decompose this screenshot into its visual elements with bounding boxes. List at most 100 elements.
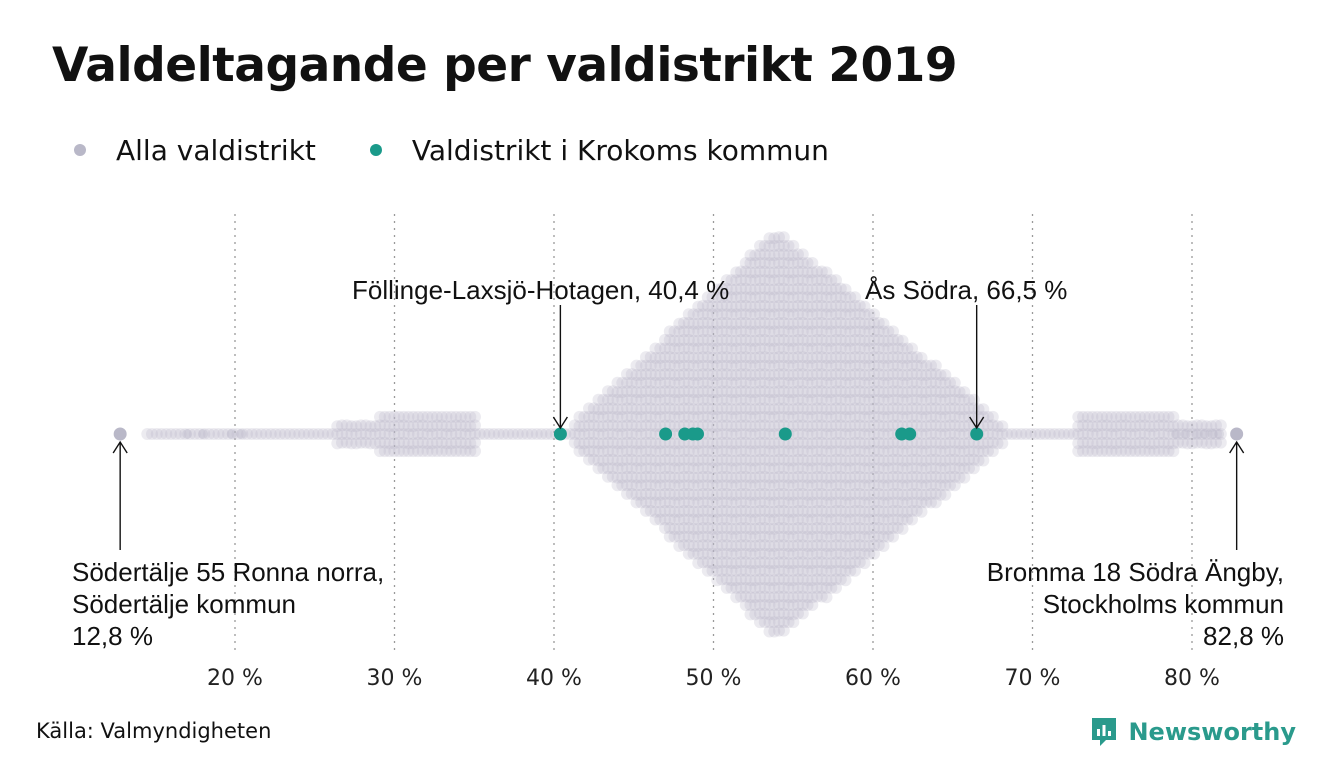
district-point — [754, 291, 766, 304]
district-point — [792, 316, 804, 329]
district-point — [792, 419, 804, 432]
district-point — [735, 308, 747, 321]
district-point — [716, 564, 728, 577]
district-point — [687, 393, 700, 406]
district-point — [739, 342, 752, 355]
district-point — [744, 479, 757, 492]
district-point — [820, 376, 833, 389]
district-point — [849, 539, 861, 552]
district-point — [811, 470, 823, 483]
district-point — [830, 470, 842, 483]
district-point — [763, 574, 776, 587]
district-point — [431, 428, 443, 440]
district-point — [587, 419, 600, 432]
district-point — [697, 556, 709, 569]
district-point — [739, 351, 752, 364]
district-point — [844, 386, 857, 399]
district-point — [673, 496, 686, 509]
district-point — [768, 540, 781, 552]
district-point — [635, 420, 648, 433]
district-point — [830, 410, 842, 423]
district-point — [412, 410, 424, 423]
district-point — [625, 445, 638, 458]
district-point — [730, 437, 743, 450]
district-point — [820, 462, 833, 475]
district-point — [768, 445, 781, 458]
district-point — [687, 359, 700, 372]
district-point — [796, 316, 809, 329]
district-point — [668, 369, 681, 381]
district-point — [763, 410, 776, 423]
district-point — [773, 530, 785, 543]
district-point — [706, 530, 719, 543]
district-point — [820, 574, 833, 587]
district-point — [350, 428, 363, 440]
district-point — [801, 420, 814, 433]
district-point — [834, 308, 847, 321]
district-point — [792, 556, 804, 569]
district-point — [412, 419, 424, 432]
district-point — [853, 333, 866, 346]
district-point — [435, 428, 448, 440]
brand[interactable]: Newsworthy — [1090, 715, 1296, 749]
district-point — [602, 462, 614, 475]
district-point — [716, 410, 728, 423]
district-point — [806, 300, 819, 313]
district-point — [673, 376, 686, 389]
district-point — [720, 419, 733, 432]
district-point — [792, 462, 804, 475]
district-point — [464, 437, 477, 450]
district-point — [758, 282, 771, 295]
district-point — [796, 445, 809, 458]
district-point — [777, 410, 790, 423]
district-point — [735, 504, 747, 517]
district-point — [844, 369, 857, 381]
district-point — [540, 428, 553, 440]
district-point — [621, 436, 633, 449]
district-point — [768, 403, 781, 416]
district-point — [369, 428, 382, 440]
x-tick-label: 70 % — [1005, 666, 1061, 691]
district-point — [768, 369, 781, 381]
district-point — [777, 257, 790, 269]
district-point — [673, 505, 686, 518]
district-point — [763, 393, 776, 406]
district-point — [834, 368, 847, 381]
district-point — [649, 513, 662, 526]
district-point — [858, 437, 871, 450]
district-point — [839, 513, 852, 526]
district-point — [649, 445, 662, 458]
district-point — [203, 428, 215, 440]
district-point — [825, 540, 838, 552]
district-point — [777, 359, 790, 372]
district-point — [611, 410, 624, 423]
district-point — [815, 436, 828, 449]
district-point — [834, 453, 847, 466]
district-point — [331, 437, 344, 450]
district-point — [787, 300, 800, 313]
district-point — [673, 540, 686, 552]
district-point — [811, 479, 823, 492]
district-point — [853, 487, 866, 500]
district-point — [773, 496, 785, 509]
district-point — [782, 530, 795, 543]
district-point — [782, 283, 795, 296]
district-point — [773, 274, 785, 287]
district-point — [787, 591, 800, 604]
district-point — [687, 445, 700, 458]
district-point — [663, 530, 676, 543]
district-point — [792, 402, 804, 415]
district-point — [625, 419, 638, 432]
district-point — [820, 291, 833, 304]
district-point — [796, 385, 809, 398]
district-point — [806, 591, 819, 604]
district-point — [834, 556, 847, 569]
district-point — [697, 359, 709, 372]
district-point — [749, 334, 762, 347]
district-point — [787, 420, 800, 433]
district-point — [830, 274, 842, 287]
district-point — [839, 547, 852, 560]
district-point — [834, 470, 847, 483]
district-point — [692, 410, 705, 423]
district-point — [858, 471, 871, 484]
